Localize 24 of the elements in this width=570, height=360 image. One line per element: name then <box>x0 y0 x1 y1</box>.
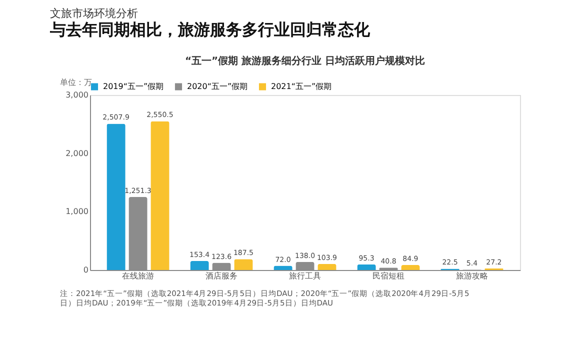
bar <box>190 261 209 270</box>
legend-label: 2020“五一”假期 <box>187 82 248 91</box>
bar <box>274 266 292 270</box>
legend-label: 2021“五一”假期 <box>271 82 332 91</box>
bar <box>318 264 336 270</box>
text: 与去年同期相比，旅游服务多行业回归常态化 <box>49 20 371 39</box>
y-tick-label: 3,000 <box>66 90 88 100</box>
x-tick-label: 酒店服务 <box>206 272 238 280</box>
x-tick-label: 旅游攻略 <box>456 272 488 280</box>
y-tick-label: 0 <box>83 266 88 274</box>
text: 文旅市场环境分析 <box>50 7 138 20</box>
y-tick-label: 2,000 <box>66 148 88 158</box>
y-tick-label: 1,000 <box>66 207 88 216</box>
bar <box>401 265 420 270</box>
x-tick-label: 旅行工具 <box>289 272 321 280</box>
y-axis-title: 单位：万 <box>60 78 92 87</box>
x-tick-label: 在线旅游 <box>122 272 154 280</box>
bar <box>106 124 126 270</box>
bar <box>357 264 376 270</box>
x-tick-label: 民宿短租 <box>372 272 404 280</box>
bar <box>234 259 253 270</box>
legend-label: 2019“五一”假期 <box>103 82 164 91</box>
bar <box>150 121 170 270</box>
chart-title: “五一”假期 旅游服务细分行业 日均活跃用户规模对比 <box>184 55 426 67</box>
